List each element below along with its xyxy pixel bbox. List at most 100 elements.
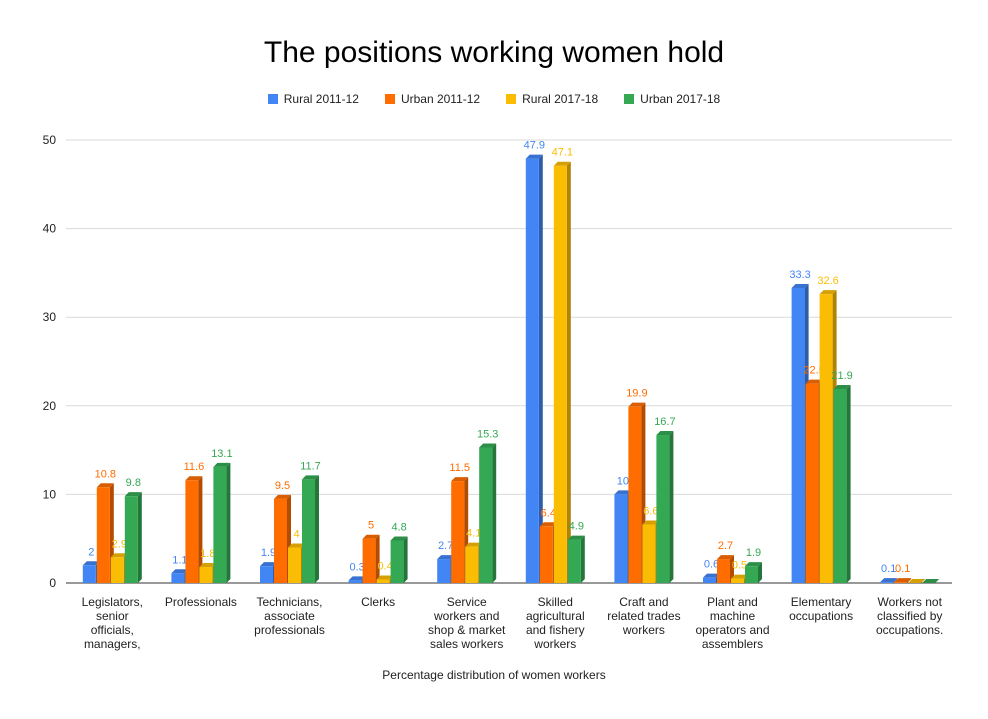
x-tick-label: workers and [433, 609, 499, 623]
data-label: 9.8 [126, 477, 141, 489]
bar [288, 547, 301, 583]
bar-side [907, 578, 912, 583]
bar [451, 481, 465, 583]
bar [390, 540, 404, 583]
bar [614, 494, 628, 583]
legend-label: Urban 2017-18 [640, 92, 721, 106]
bar [628, 406, 642, 583]
bar [791, 287, 805, 583]
bar-top [288, 543, 305, 548]
bar [717, 559, 730, 583]
data-label: 0.1 [895, 563, 910, 575]
legend-swatch [384, 94, 395, 104]
data-label: 2.7 [438, 540, 453, 552]
data-label: 11.6 [184, 461, 205, 473]
data-label: 2 [88, 546, 94, 558]
data-label: 4.9 [569, 521, 584, 533]
x-tick-label: shop & market [428, 623, 506, 637]
bar-side [375, 534, 380, 583]
bar [819, 294, 833, 583]
bar-top [96, 483, 114, 488]
data-label: 1.9 [261, 547, 276, 559]
bar-top [539, 522, 557, 527]
bar-top [791, 283, 809, 288]
data-label: 16.7 [654, 416, 675, 428]
x-tick-label: Skilled [538, 595, 573, 609]
bar-top [525, 154, 543, 159]
bar [894, 582, 908, 583]
bar-top [390, 536, 408, 541]
bar-top [185, 476, 203, 481]
data-label: 10 [617, 475, 629, 487]
bar-side [315, 475, 319, 583]
bar-top [260, 562, 277, 567]
x-tick-label: operators and [695, 623, 769, 637]
bar [274, 498, 287, 583]
x-tick-label: Craft and [619, 595, 668, 609]
data-label: 4.1 [466, 528, 481, 540]
bar-top [171, 569, 189, 574]
bar-top [82, 561, 100, 566]
legend-item-rural-2011-12[interactable]: Rural 2011-12 [267, 92, 359, 106]
data-label: 4.8 [391, 521, 406, 533]
bar-side [758, 562, 762, 583]
data-label: 2.9 [112, 538, 127, 550]
bar-top [819, 290, 837, 295]
x-tick-label: officials, [91, 623, 134, 637]
bar [110, 557, 124, 583]
y-tick-label: 30 [43, 310, 57, 324]
bar-top [567, 535, 585, 540]
legend-item-urban-2011-12[interactable]: Urban 2011-12 [384, 92, 481, 106]
x-tick-label: sales workers [430, 637, 503, 651]
bar [465, 546, 479, 583]
legend-item-urban-2017-18[interactable]: Urban 2017-18 [624, 92, 720, 106]
data-label: 13.1 [211, 448, 232, 460]
x-axis-title: Percentage distribution of women workers [382, 668, 606, 682]
x-tick-label: professionals [254, 623, 325, 637]
bar-top [376, 575, 394, 580]
bar-top [717, 555, 734, 560]
bar-side [538, 154, 543, 583]
data-label: 47.1 [552, 147, 573, 159]
data-label: 11.5 [449, 462, 470, 474]
bar [213, 466, 227, 583]
y-tick-label: 20 [43, 399, 57, 413]
bar-top [908, 579, 926, 583]
x-tick-label: occupations. [876, 623, 943, 637]
data-label: 11.7 [300, 460, 321, 472]
data-label: 33.3 [789, 269, 810, 281]
x-tick-label: associate [264, 609, 315, 623]
bar-top [110, 553, 128, 558]
data-label: 19.9 [626, 388, 647, 400]
bar-side [492, 443, 497, 583]
data-label: 5 [368, 520, 374, 532]
data-label: 0.5 [732, 560, 747, 572]
bar-top [745, 562, 762, 567]
legend-item-rural-2017-18[interactable]: Rural 2017-18 [506, 92, 598, 106]
data-label: 6.6 [643, 506, 658, 518]
data-label: 9.5 [275, 480, 290, 492]
legend-label: Rural 2011-12 [283, 92, 359, 106]
x-tick-label: Legislators, [82, 595, 143, 609]
bar-top [348, 576, 366, 581]
x-tick-label: Technicians, [256, 595, 322, 609]
data-label: 0.6 [704, 559, 719, 571]
x-tick-label: occupations [789, 609, 853, 623]
bar [171, 573, 185, 583]
x-tick-label: Service [447, 595, 487, 609]
legend-label: Urban 2011-12 [400, 92, 481, 106]
legend: Rural 2011-12 Urban 2011-12 Rural 2017-1… [0, 92, 988, 106]
bar-top [274, 494, 291, 499]
bar [731, 578, 744, 583]
data-label: 0.3 [349, 561, 364, 573]
legend-swatch [624, 94, 635, 104]
data-label: 1.9 [746, 547, 761, 559]
data-label: 6.4 [541, 507, 556, 519]
bar-top [614, 490, 632, 495]
data-label: 22.5 [803, 365, 824, 377]
bar [185, 480, 199, 583]
legend-swatch [267, 94, 278, 104]
bar [703, 577, 716, 583]
bar [96, 487, 110, 583]
